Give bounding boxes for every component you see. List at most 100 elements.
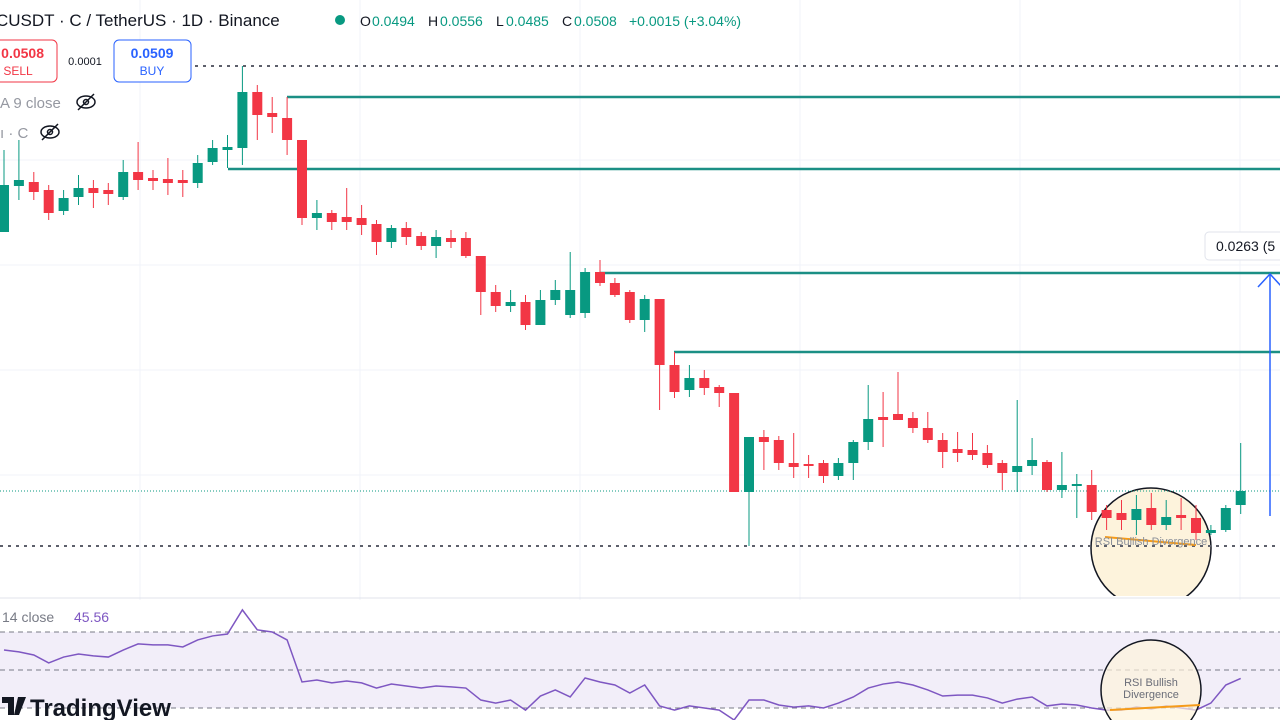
candle-body — [1086, 485, 1097, 512]
candle-body — [580, 272, 591, 313]
candle-body — [893, 414, 903, 420]
ohlc-change: +0.0015 (+3.04%) — [629, 13, 741, 29]
candle-body — [744, 437, 754, 492]
candle-body — [118, 172, 129, 197]
candle-body — [729, 393, 740, 492]
measure-arrowhead — [1257, 272, 1280, 288]
candle-body — [1176, 515, 1187, 518]
ohlc-value: 0.0494 — [372, 13, 415, 29]
candle-body — [28, 182, 39, 192]
symbol: CUSDT · C / TetherUS · 1D · Binance — [0, 11, 280, 30]
candle-body — [58, 198, 69, 211]
ohlc-value: 0.0556 — [440, 13, 483, 29]
candle-body — [237, 92, 248, 148]
candle-body — [416, 236, 427, 246]
candle-body — [937, 440, 948, 452]
ohlc-key: L — [496, 13, 504, 29]
candle-body — [520, 302, 531, 325]
hide-icon[interactable] — [40, 123, 60, 141]
candle-body — [0, 185, 9, 232]
candle-body — [803, 464, 814, 466]
ohlc-key: C — [562, 13, 572, 29]
candle-body — [550, 290, 561, 300]
candle-body — [177, 180, 188, 183]
candle-body — [431, 237, 442, 246]
spread: 0.0001 — [68, 56, 102, 68]
candle-body — [252, 92, 263, 115]
candle-body — [848, 442, 859, 463]
divergence-label: RSI Bullish Divergence — [1123, 677, 1179, 701]
candle-body — [282, 118, 293, 140]
candle-body — [669, 365, 680, 392]
candle-body — [311, 213, 322, 218]
price-pane — [0, 65, 1280, 596]
candle-body — [207, 148, 218, 162]
candle-body — [222, 147, 233, 150]
rsi-pane — [0, 608, 1280, 720]
candle-body — [401, 228, 412, 237]
candle-body — [267, 113, 278, 117]
ohlc: O 0.0494 H 0.0556 L 0.0485 C 0.0508 +0.0… — [360, 13, 741, 29]
candle-body — [73, 188, 84, 197]
candle-body — [565, 290, 576, 315]
candle-body — [1235, 491, 1246, 505]
candle-body — [758, 437, 769, 442]
candle-body — [639, 299, 650, 320]
indicator-label: A 9 close — [0, 95, 61, 112]
candle-body — [356, 218, 367, 225]
candle-body — [982, 453, 993, 465]
candle-body — [341, 217, 352, 222]
candle-body — [148, 178, 158, 181]
indicator-label: ı · C — [0, 125, 28, 142]
candle-body — [818, 463, 829, 476]
candle-body — [788, 463, 799, 467]
candle-body — [1101, 510, 1112, 518]
candle-body — [162, 179, 173, 183]
ohlc-value: 0.0485 — [506, 13, 549, 29]
candle-body — [1191, 518, 1201, 533]
candle-body — [535, 300, 546, 325]
rsi-line — [3, 608, 1242, 720]
ohlc-key: O — [360, 13, 371, 29]
candle-body — [326, 213, 337, 222]
candle-body — [1220, 508, 1231, 530]
candle-body — [13, 180, 24, 186]
candle-body — [88, 188, 99, 193]
ohlc-value: 0.0508 — [574, 13, 617, 29]
candle-body — [654, 299, 665, 365]
candle-body — [922, 428, 933, 440]
candle-body — [714, 387, 725, 393]
annotation-circle — [1100, 639, 1202, 725]
candle-body — [609, 283, 620, 295]
candle-body — [460, 238, 471, 256]
candle-body — [103, 190, 114, 194]
candle-body — [878, 417, 889, 420]
rsi-label: 14 close — [2, 609, 54, 625]
sell-button[interactable] — [0, 39, 58, 83]
divergence-line — [1109, 704, 1201, 711]
candle-body — [952, 449, 963, 453]
candle-body — [1042, 462, 1052, 490]
candle-body — [997, 463, 1008, 473]
status-dot — [335, 15, 345, 25]
candle-body — [43, 190, 54, 213]
buy-button[interactable] — [113, 39, 192, 83]
divergence-line — [1104, 536, 1197, 546]
candle-body — [490, 292, 501, 306]
candle-body — [907, 418, 918, 428]
candle-body — [1027, 460, 1038, 466]
hide-icon[interactable] — [76, 93, 96, 111]
candle-body — [967, 450, 978, 455]
divergence-text: RSI Bullish Divergence — [1095, 536, 1208, 548]
candle-body — [1205, 530, 1216, 533]
divergence-label-box: RSI Bullish Divergence — [1123, 677, 1179, 701]
sell-price: 0.0508 — [1, 45, 44, 61]
rsi-value: 45.56 — [74, 609, 109, 625]
candle-body — [133, 172, 144, 180]
candle-body — [297, 140, 307, 218]
candle-body — [624, 292, 635, 320]
measure-label: 0.0263 (5 — [1216, 238, 1275, 254]
candle-body — [475, 256, 486, 292]
